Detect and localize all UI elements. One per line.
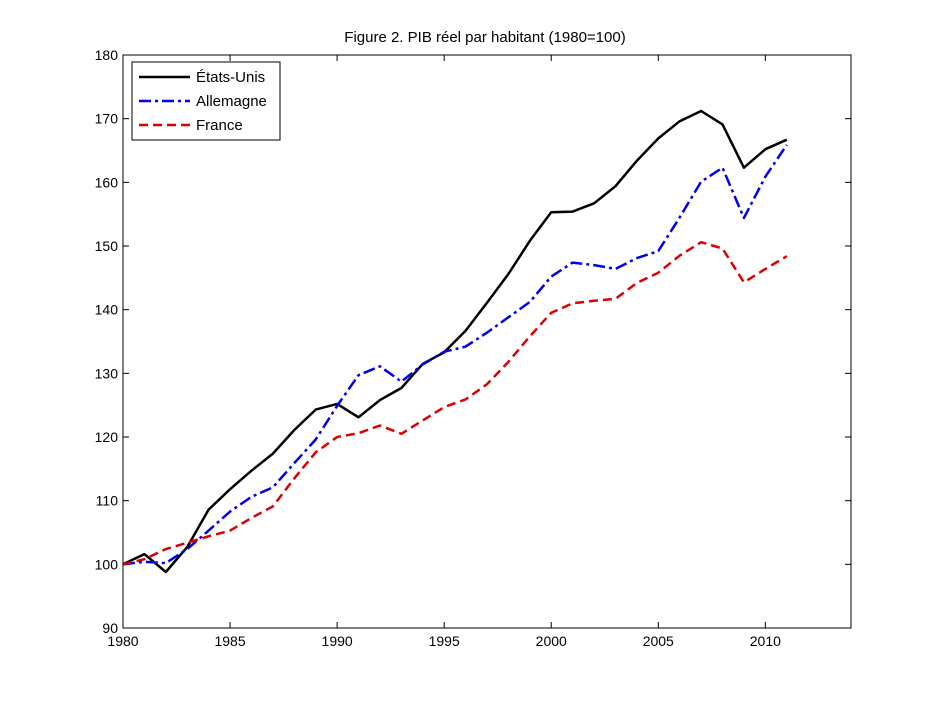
series-line-france <box>122 240 788 566</box>
y-tick-label: 120 <box>95 429 119 445</box>
y-tick-label: 100 <box>95 556 119 572</box>
series-line--tats-unis <box>122 109 788 574</box>
x-tick-label: 2005 <box>643 633 674 649</box>
y-tick-label: 110 <box>96 493 119 509</box>
x-tick-label: 1995 <box>429 633 460 649</box>
legend-label: France <box>196 117 243 134</box>
y-tick-label: 130 <box>95 365 119 381</box>
x-tick-label: 2000 <box>536 633 567 649</box>
y-tick-label: 90 <box>102 620 118 636</box>
plot-frame <box>122 54 852 629</box>
series-layer <box>122 109 788 574</box>
chart-title: Figure 2. PIB réel par habitant (1980=10… <box>344 29 625 46</box>
legend-label: États-Unis <box>196 69 265 86</box>
y-tick-label: 170 <box>95 111 119 127</box>
x-tick-label: 1985 <box>214 633 245 649</box>
y-tick-label: 150 <box>95 238 119 254</box>
y-tick-label: 160 <box>95 174 119 190</box>
legend-label: Allemagne <box>196 93 267 110</box>
y-tick-label: 180 <box>95 47 119 63</box>
y-tick-label: 140 <box>95 302 119 318</box>
series-line-allemagne <box>122 144 788 566</box>
legend: États-Unis Allemagne France <box>131 61 281 141</box>
axis-ticks: 1980 1985 1990 1995 2000 2005 2010 90 100 110 120 1… <box>95 47 851 649</box>
x-tick-label: 1980 <box>107 633 138 649</box>
x-tick-label: 2010 <box>750 633 781 649</box>
x-tick-label: 1990 <box>322 633 353 649</box>
